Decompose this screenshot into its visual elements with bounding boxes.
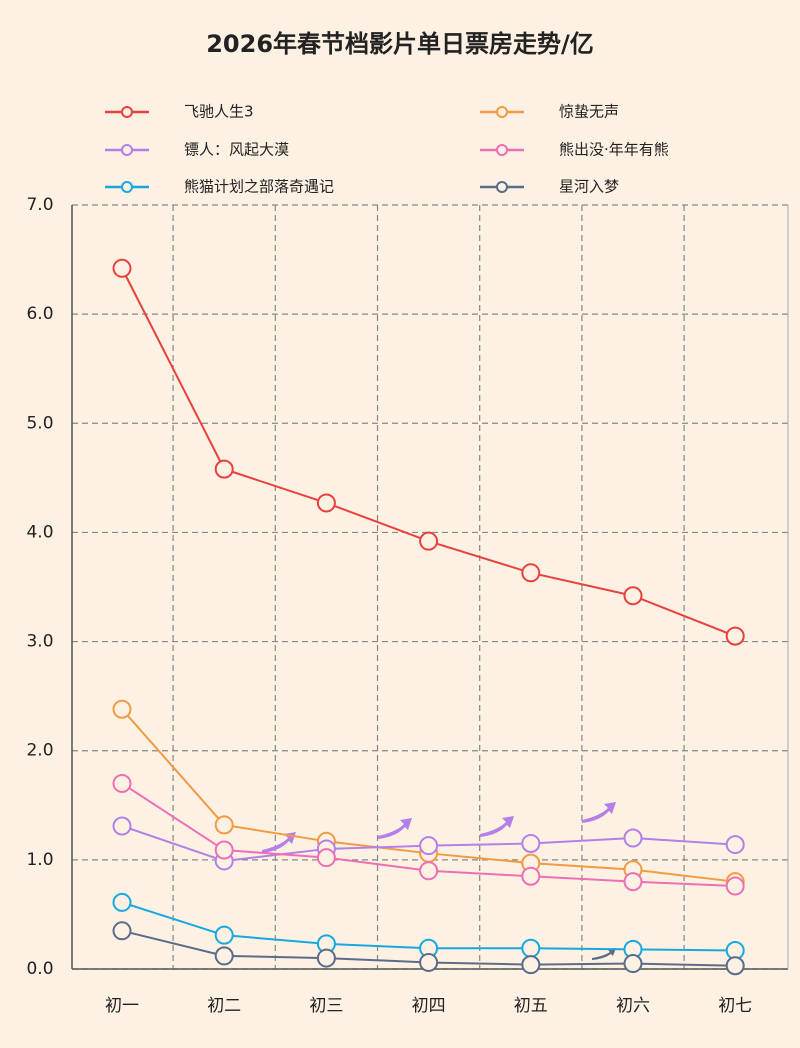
grid (71, 204, 789, 970)
legend-label: 镖人：风起大漠 (184, 141, 289, 159)
data-point (521, 833, 541, 853)
arrow (480, 816, 514, 837)
y-tick-label: 5.0 (26, 413, 53, 433)
data-point (623, 954, 643, 974)
arrow (582, 802, 616, 823)
x-tick-label: 初二 (207, 996, 241, 1016)
data-point (419, 531, 439, 551)
data-point (623, 872, 643, 892)
legend-marker (496, 181, 508, 193)
data-point (419, 952, 439, 972)
data-point (214, 946, 234, 966)
data-point (112, 773, 132, 793)
data-point (112, 816, 132, 836)
data-point (316, 848, 336, 868)
data-point (725, 876, 745, 896)
legend-label: 惊蛰无声 (559, 103, 619, 121)
data-point (214, 459, 234, 479)
y-tick-label: 6.0 (26, 304, 53, 324)
data-point (112, 892, 132, 912)
y-tick-label: 0.0 (26, 959, 53, 979)
legend-marker (121, 181, 133, 193)
x-tick-label: 初四 (412, 996, 446, 1016)
y-tick-label: 4.0 (26, 522, 53, 542)
arrow (262, 832, 296, 853)
trend-arrows (262, 802, 616, 960)
y-tick-label: 7.0 (26, 195, 53, 215)
x-tick-label: 初五 (514, 996, 548, 1016)
chart-title: 2026年春节档影片单日票房走势/亿 (206, 30, 594, 58)
x-tick-label: 初六 (616, 996, 650, 1016)
data-point (521, 563, 541, 583)
legend-label: 星河入梦 (559, 178, 619, 196)
data-point (419, 861, 439, 881)
y-tick-label: 3.0 (26, 632, 53, 652)
data-point (521, 955, 541, 975)
legend-marker (121, 144, 133, 156)
x-tick-label: 初七 (718, 996, 752, 1016)
data-point (521, 866, 541, 886)
data-point (316, 493, 336, 513)
data-point (521, 938, 541, 958)
data-point (725, 956, 745, 976)
legend-label: 熊出没·年年有熊 (559, 141, 669, 159)
legend-label: 熊猫计划之部落奇遇记 (184, 178, 334, 196)
data-point (112, 921, 132, 941)
data-point (623, 828, 643, 848)
legend-marker (121, 106, 133, 118)
x-tick-label: 初一 (105, 996, 139, 1016)
data-point (214, 925, 234, 945)
data-point (214, 815, 234, 835)
plot (112, 258, 745, 976)
y-tick-label: 1.0 (26, 850, 53, 870)
arrow (378, 818, 412, 839)
data-point (112, 699, 132, 719)
data-point (112, 258, 132, 278)
data-point (419, 836, 439, 856)
x-tick-label: 初三 (309, 996, 343, 1016)
data-point (725, 626, 745, 646)
data-point (316, 948, 336, 968)
y-tick-label: 2.0 (26, 741, 53, 761)
legend-marker (496, 144, 508, 156)
arrow (592, 948, 616, 960)
data-point (214, 840, 234, 860)
data-point (725, 835, 745, 855)
legend-marker (496, 106, 508, 118)
data-point (623, 586, 643, 606)
legend-label: 飞驰人生3 (184, 103, 254, 121)
